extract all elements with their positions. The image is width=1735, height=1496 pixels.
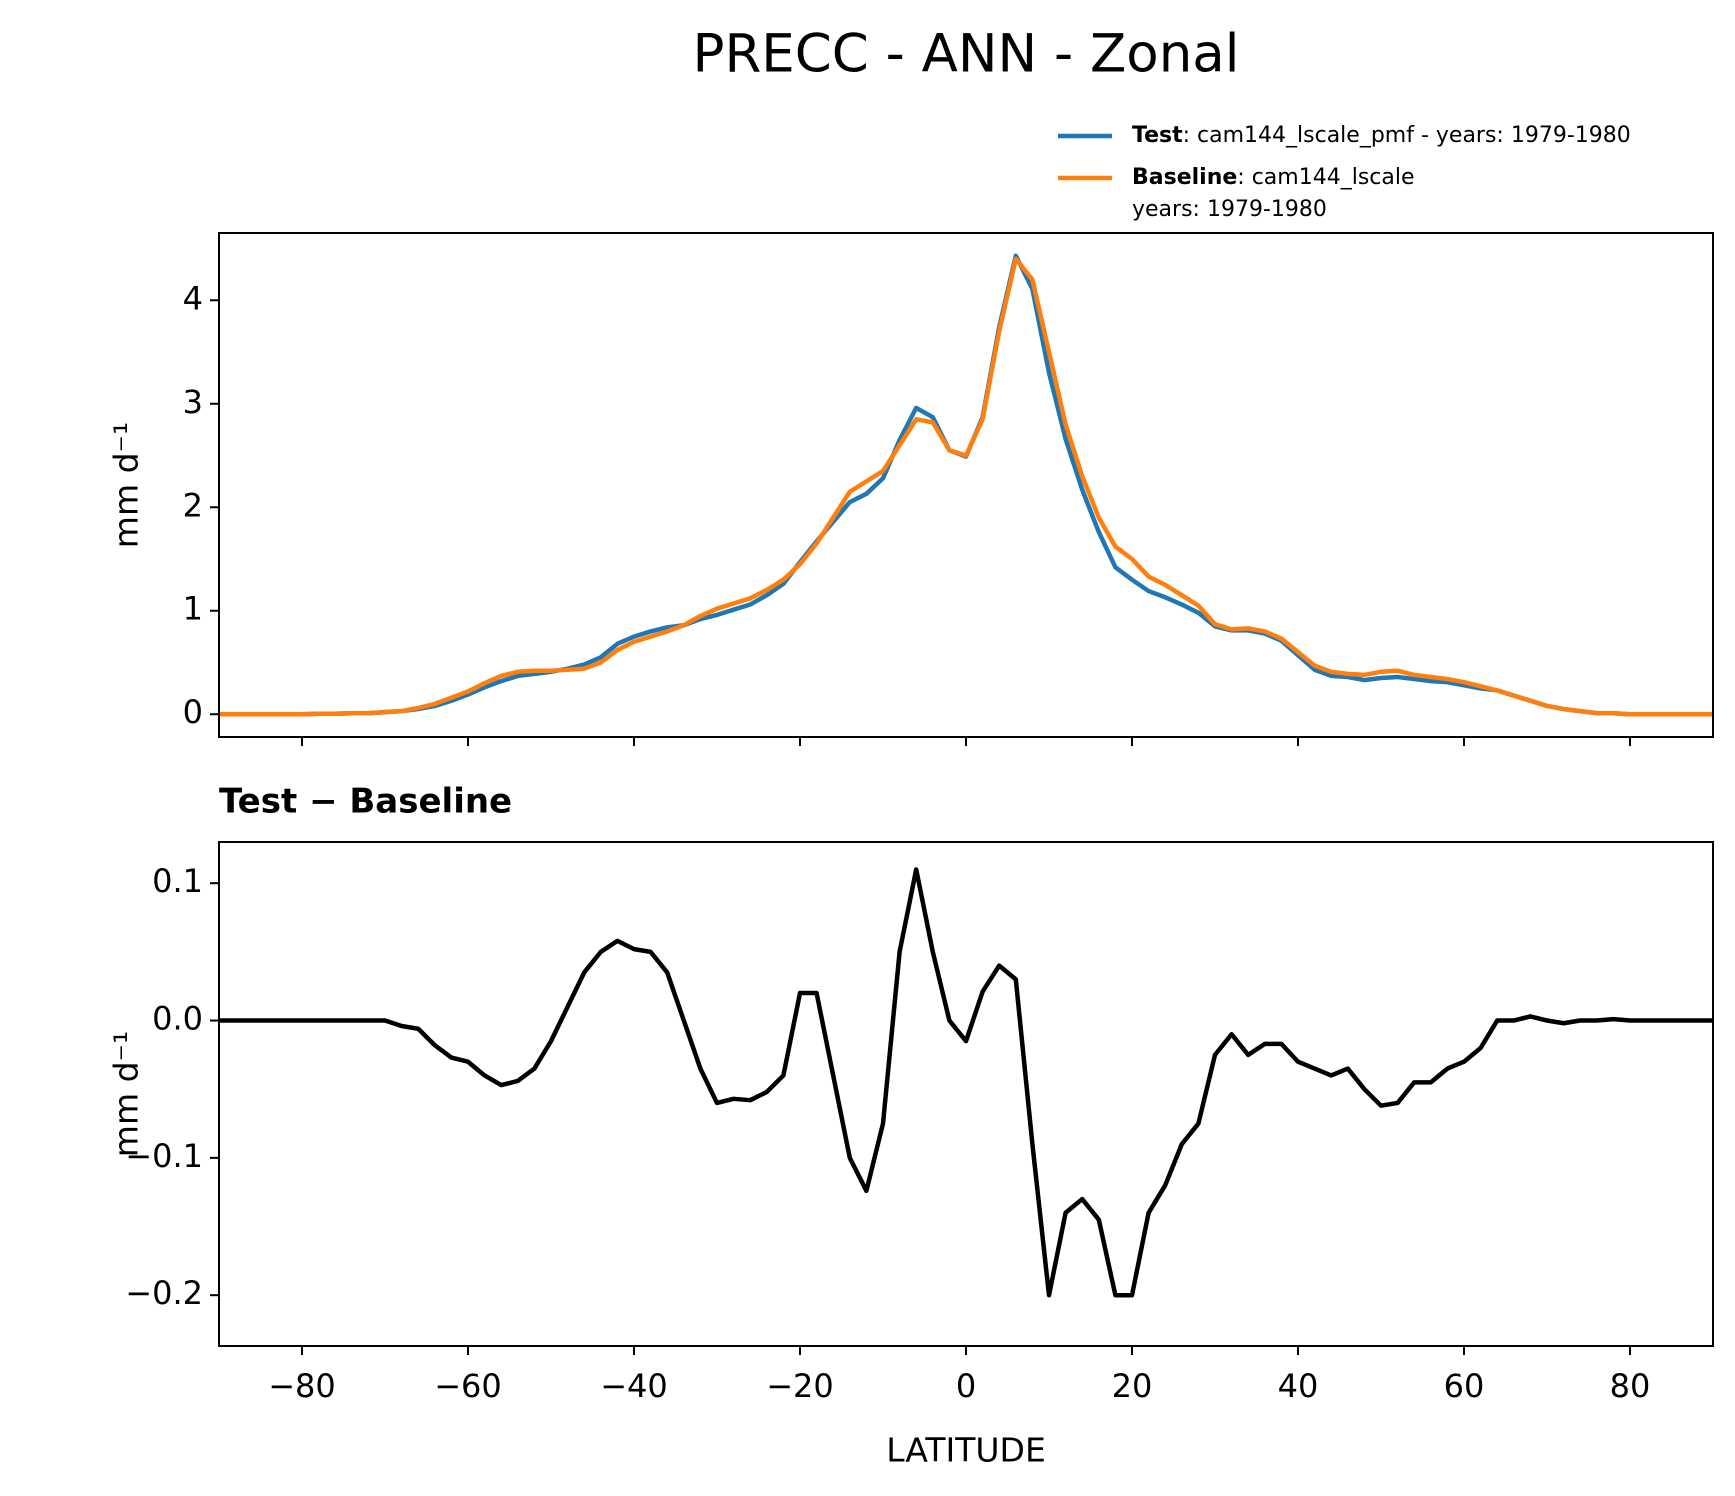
- y-tick-label: 0: [183, 693, 203, 731]
- y-tick-label: −0.2: [125, 1274, 203, 1312]
- x-tick-label: −60: [434, 1367, 502, 1405]
- x-tick-label: 20: [1112, 1367, 1153, 1405]
- y-tick-label: −0.1: [125, 1137, 203, 1175]
- data-line: [219, 253, 1713, 717]
- y-tick-label: 0.0: [152, 1000, 203, 1038]
- x-tick-label: 40: [1278, 1367, 1319, 1405]
- legend-label: Test: cam144_lscale_pmf - years: 1979-19…: [1132, 123, 1631, 148]
- y-axis-label: mm d⁻¹: [107, 422, 146, 548]
- plot-area: [219, 253, 1713, 717]
- axes-frame: [218, 232, 1714, 738]
- y-axis-label: mm d⁻¹: [107, 1031, 146, 1157]
- y-tick-label: 1: [183, 590, 203, 628]
- y-tick-label: 3: [183, 383, 203, 421]
- legend-label: years: 1979-1980: [1132, 197, 1327, 222]
- y-tick-label: 4: [183, 279, 203, 317]
- x-axis-label: LATITUDE: [886, 1431, 1046, 1470]
- plot-area: [219, 867, 1713, 1298]
- x-tick-label: 80: [1610, 1367, 1651, 1405]
- figure-title: PRECC - ANN - Zonal: [692, 24, 1239, 85]
- legend-description: : cam144_lscale: [1237, 165, 1414, 190]
- data-line: [219, 867, 1713, 1298]
- y-tick-label: 2: [183, 486, 203, 524]
- x-tick-label: −80: [268, 1367, 336, 1405]
- x-tick-label: 0: [956, 1367, 976, 1405]
- axes-frame: [218, 841, 1714, 1347]
- y-tick-label: 0.1: [152, 862, 203, 900]
- legend-description: : cam144_lscale_pmf - years: 1979-1980: [1183, 123, 1631, 148]
- x-tick-label: 60: [1444, 1367, 1485, 1405]
- legend-name: Test: [1132, 123, 1183, 148]
- x-tick-label: −20: [766, 1367, 834, 1405]
- legend-label: Baseline: cam144_lscale: [1132, 165, 1415, 190]
- data-line: [219, 256, 1713, 717]
- panel-title: Test − Baseline: [219, 782, 512, 822]
- legend-name: Baseline: [1132, 165, 1237, 190]
- x-tick-label: −40: [600, 1367, 668, 1405]
- legend-description: years: 1979-1980: [1132, 197, 1327, 222]
